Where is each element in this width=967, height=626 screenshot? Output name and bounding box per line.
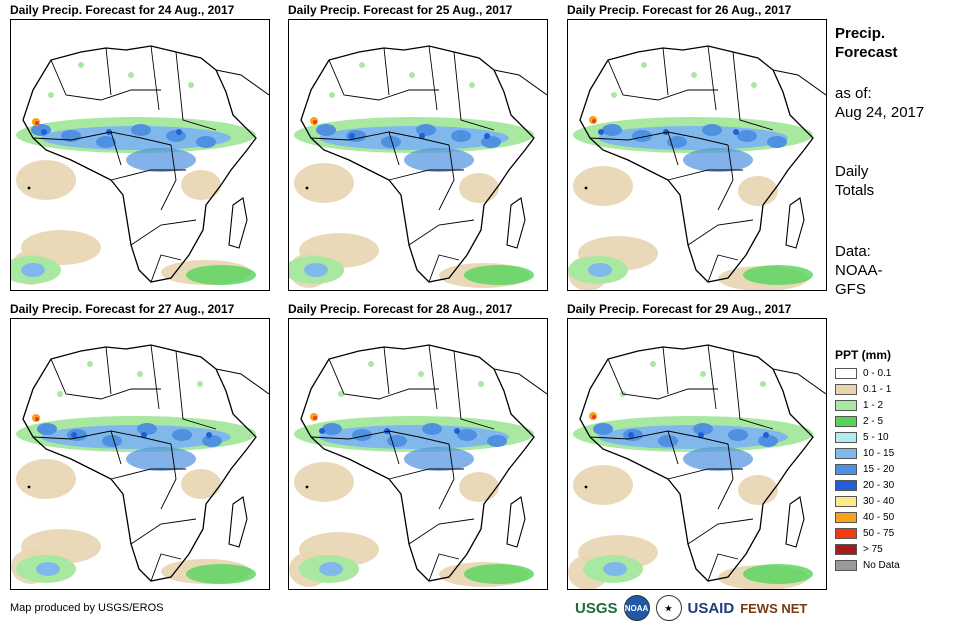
legend-label: > 75	[863, 544, 883, 555]
africa-map	[11, 344, 269, 584]
legend-swatch	[835, 416, 857, 427]
legend-item: > 75	[835, 542, 900, 557]
usaid-seal-icon: ★	[655, 595, 682, 621]
africa-map	[11, 45, 269, 285]
precip-map	[288, 318, 548, 590]
legend-swatch	[835, 512, 857, 523]
side-asof: as of: Aug 24, 2017	[835, 84, 924, 122]
legend-item: 0 - 0.1	[835, 366, 900, 381]
legend-label: 2 - 5	[863, 416, 884, 427]
asof-date: Aug 24, 2017	[835, 104, 925, 121]
precip-map	[567, 318, 827, 590]
precip-map	[567, 19, 827, 291]
precip-map	[10, 19, 270, 291]
legend-swatch	[835, 464, 857, 475]
legend-swatch	[835, 544, 857, 555]
data-line-2: GFS	[835, 281, 866, 298]
legend-swatch	[835, 560, 857, 571]
legend-swatch	[835, 384, 857, 395]
data-line-1: NOAA-	[835, 262, 883, 279]
totals-line-2: Totals	[835, 182, 875, 199]
totals-line-1: Daily	[835, 163, 869, 180]
legend: PPT (mm) 0 - 0.1 0.1 - 1 1 - 2 2 - 5 5 - 10 1…	[835, 348, 900, 574]
heading-line-1: Precip.	[835, 25, 886, 42]
africa-map	[289, 344, 547, 587]
fews-net-logo: FEWS NET	[740, 600, 808, 616]
panel-title: Daily Precip. Forecast for 25 Aug., 2017	[288, 3, 513, 17]
side-data-source: Data: NOAA- GFS	[835, 242, 883, 299]
side-totals: Daily Totals	[835, 162, 874, 200]
legend-item: 50 - 75	[835, 526, 900, 541]
legend-label: 50 - 75	[863, 528, 895, 539]
precip-map	[288, 19, 548, 291]
asof-label: as of:	[835, 85, 872, 102]
legend-swatch	[835, 448, 857, 459]
logo-strip: USGS NOAA ★ USAID FEWS NET	[575, 594, 807, 622]
africa-map	[568, 45, 826, 290]
legend-item: 0.1 - 1	[835, 382, 900, 397]
legend-swatch	[835, 528, 857, 539]
legend-label: 10 - 15	[863, 448, 895, 459]
panel-title: Daily Precip. Forecast for 27 Aug., 2017	[10, 302, 235, 316]
legend-swatch	[835, 400, 857, 411]
legend-swatch	[835, 432, 857, 443]
legend-label: 15 - 20	[863, 464, 895, 475]
legend-swatch	[835, 480, 857, 491]
legend-label: 30 - 40	[863, 496, 895, 507]
data-label: Data:	[835, 243, 871, 260]
legend-item: No Data	[835, 558, 900, 573]
legend-item: 10 - 15	[835, 446, 900, 461]
legend-swatch	[835, 368, 857, 379]
panel-title: Daily Precip. Forecast for 24 Aug., 2017	[10, 3, 235, 17]
heading-line-2: Forecast	[835, 44, 898, 61]
legend-title: PPT (mm)	[835, 348, 892, 362]
precip-map	[10, 318, 270, 590]
usgs-logo: USGS	[575, 599, 618, 617]
legend-label: 1 - 2	[863, 400, 884, 411]
legend-item: 5 - 10	[835, 430, 900, 445]
legend-label: 0.1 - 1	[863, 384, 892, 395]
legend-label: 5 - 10	[863, 432, 889, 443]
legend-rows: 0 - 0.1 0.1 - 1 1 - 2 2 - 5 5 - 10 10 - 15 15 …	[835, 366, 900, 573]
legend-item: 2 - 5	[835, 414, 900, 429]
africa-map	[568, 344, 826, 589]
usaid-logo: USAID	[687, 599, 735, 617]
legend-item: 15 - 20	[835, 462, 900, 477]
credit-text: Map produced by USGS/EROS	[10, 602, 164, 614]
legend-item: 20 - 30	[835, 478, 900, 493]
legend-label: No Data	[863, 560, 900, 571]
noaa-logo: NOAA	[623, 595, 650, 621]
legend-item: 40 - 50	[835, 510, 900, 525]
legend-swatch	[835, 496, 857, 507]
panel-title: Daily Precip. Forecast for 29 Aug., 2017	[567, 302, 792, 316]
legend-item: 30 - 40	[835, 494, 900, 509]
panel-title: Daily Precip. Forecast for 28 Aug., 2017	[288, 302, 513, 316]
legend-label: 40 - 50	[863, 512, 895, 523]
legend-label: 0 - 0.1	[863, 368, 892, 379]
africa-map	[289, 45, 547, 288]
side-heading: Precip. Forecast	[835, 24, 898, 62]
legend-item: 1 - 2	[835, 398, 900, 413]
panel-title: Daily Precip. Forecast for 26 Aug., 2017	[567, 3, 792, 17]
legend-label: 20 - 30	[863, 480, 895, 491]
